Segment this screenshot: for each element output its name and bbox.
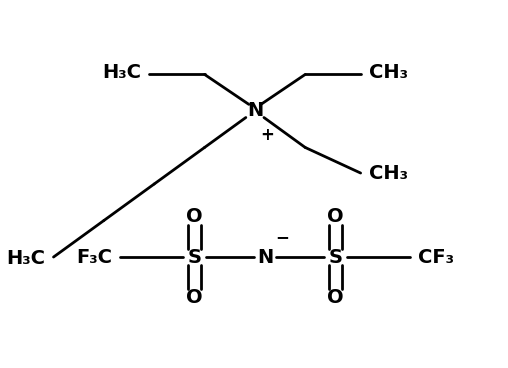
Text: −: − [276,228,290,246]
Text: CF₃: CF₃ [418,248,454,266]
Text: H₃C: H₃C [102,63,141,82]
Text: +: + [261,126,274,144]
Text: N: N [257,248,273,266]
Text: N: N [247,102,263,120]
Text: H₃C: H₃C [6,250,45,268]
Text: S: S [187,248,202,266]
Text: O: O [186,288,203,307]
Text: O: O [186,208,203,226]
Text: S: S [329,248,342,266]
Text: O: O [327,208,344,226]
Text: CH₃: CH₃ [369,63,408,82]
Text: CH₃: CH₃ [369,163,408,183]
Text: F₃C: F₃C [76,248,112,266]
Text: O: O [327,288,344,307]
